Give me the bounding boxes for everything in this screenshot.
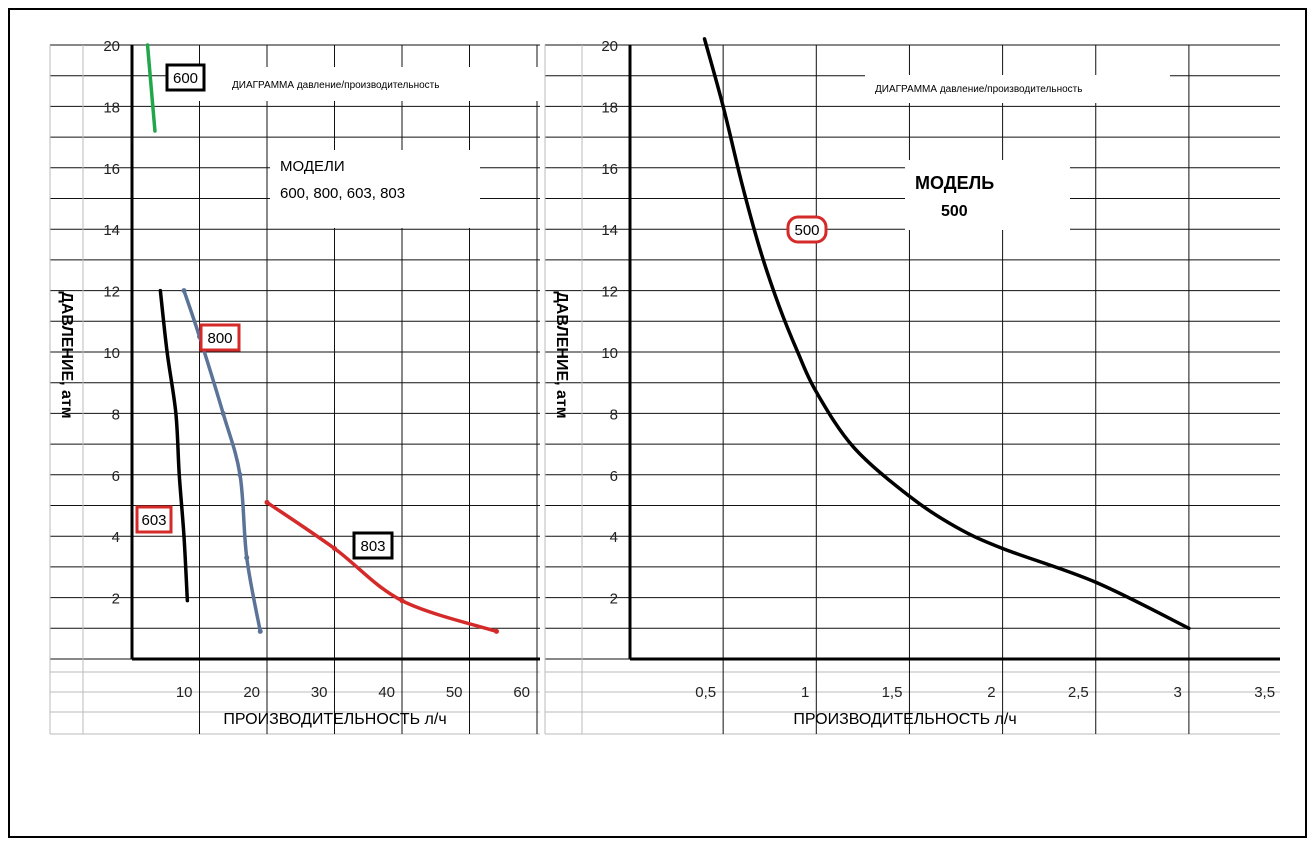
- series-line-803: [265, 500, 499, 634]
- chart-right-axes: [628, 45, 1280, 661]
- chart-left-series: [145, 43, 499, 634]
- chart-right-y-tick-label: 10: [601, 345, 618, 362]
- label-603-text: 603: [141, 512, 166, 529]
- chart-left-title: ДИАГРАММА давление/производительность: [232, 80, 439, 91]
- chart-right-xlabel: ПРОИЗВОДИТЕЛЬНОСТЬ л/ч: [793, 711, 1016, 728]
- series-point-803: [332, 545, 337, 551]
- chart-right-title: ДИАГРАММА давление/производительность: [875, 84, 1082, 95]
- chart-left-x-tick-label: 10: [176, 684, 193, 701]
- chart-right-y-tick-label: 4: [610, 529, 618, 546]
- chart-left-x-tick-label: 30: [311, 684, 328, 701]
- chart-left-title-bg: [195, 67, 540, 101]
- chart-right: 2 4 6 8 10 12 14 16 18 20 0,5 1 1,5 2 2,5 3 3,5 ДИАГРАММ…: [544, 37, 1280, 735]
- series-point-800: [237, 472, 243, 478]
- chart-left-y-tick-label: 8: [112, 406, 120, 423]
- label-603: 603: [135, 505, 173, 534]
- chart-right-y-tick-label: 6: [610, 468, 618, 485]
- label-800: 800: [199, 323, 241, 352]
- chart-right-title-bg: [865, 75, 1170, 103]
- series-point-800: [244, 555, 250, 561]
- chart-right-y-tick-label: 2: [610, 591, 618, 608]
- figure-border: [8, 8, 1307, 838]
- chart-right-grid: [544, 44, 1280, 735]
- chart-right-series: [702, 37, 1191, 631]
- chart-left-y-tick-label: 6: [112, 468, 120, 485]
- series-line-603: [158, 288, 190, 603]
- chart-right-subtitle-line1: МОДЕЛЬ: [915, 173, 994, 193]
- chart-left-x-tick-label: 50: [446, 684, 463, 701]
- chart-left-axes: [130, 45, 540, 661]
- chart-right-x-tick-label: 3: [1174, 684, 1182, 701]
- chart-left-ticks: 2 4 6 8 10 12 14 16 18 20 10 20 30 40 50 60: [103, 38, 530, 701]
- chart-right-x-tick-label: 2: [987, 684, 995, 701]
- series-point-803: [399, 598, 405, 604]
- chart-right-x-tick-label: 1: [801, 684, 809, 701]
- chart-left-subtitle-line2: 600, 800, 603, 803: [280, 185, 405, 202]
- label-600: 600: [165, 63, 206, 92]
- series-point-803: [264, 499, 270, 505]
- label-500-text: 500: [794, 222, 819, 239]
- chart-right-x-tick-label: 1,5: [882, 684, 903, 701]
- chart-right-y-tick-label: 18: [601, 99, 618, 116]
- series-point-800: [257, 628, 263, 634]
- chart-left-y-tick-label: 12: [103, 284, 120, 301]
- chart-left-y-tick-label: 2: [112, 591, 120, 608]
- chart-right-x-tick-label: 2,5: [1068, 684, 1089, 701]
- chart-left-y-tick-label: 18: [103, 99, 120, 116]
- chart-left-x-tick-label: 20: [243, 684, 260, 701]
- chart-left-xlabel: ПРОИЗВОДИТЕЛЬНОСТЬ л/ч: [223, 711, 446, 728]
- chart-right-y-tick-label: 20: [601, 38, 618, 55]
- chart-right-subtitle-line2: 500: [941, 203, 968, 220]
- label-803: 803: [352, 531, 394, 560]
- chart-left-subtitle-bg: [270, 150, 480, 228]
- chart-left-grid: [49, 44, 540, 735]
- series-line-600: [145, 43, 157, 133]
- chart-right-y-tick-label: 8: [610, 406, 618, 423]
- chart-right-y-tick-label: 12: [601, 284, 618, 301]
- chart-left-y-tick-label: 10: [103, 345, 120, 362]
- chart-right-x-tick-label: 0,5: [695, 684, 716, 701]
- label-500: 500: [786, 215, 828, 244]
- chart-right-y-tick-label: 14: [601, 222, 618, 239]
- label-803-text: 803: [360, 538, 385, 555]
- label-600-text: 600: [173, 70, 198, 87]
- chart-left-y-tick-label: 14: [103, 222, 120, 239]
- chart-right-ylabel: ДАВЛЕНИЕ, атм: [553, 291, 570, 418]
- series-point-803: [494, 628, 499, 634]
- series-point-800: [181, 288, 187, 294]
- chart-left-x-tick-label: 60: [513, 684, 530, 701]
- chart-right-ticks: 2 4 6 8 10 12 14 16 18 20 0,5 1 1,5 2 2,5 3 3,5: [601, 38, 1275, 701]
- series-point-800: [220, 410, 226, 416]
- chart-left-ylabel: ДАВЛЕНИЕ, атм: [58, 291, 75, 418]
- chart-right-x-tick-label: 3,5: [1254, 684, 1275, 701]
- chart-left: 2 4 6 8 10 12 14 16 18 20 10 20 30 40 50 60 ДИАГРАММА д…: [49, 38, 540, 735]
- chart-right-y-tick-label: 16: [601, 161, 618, 178]
- chart-right-subtitle-bg: [905, 160, 1070, 230]
- chart-left-y-tick-label: 4: [112, 529, 120, 546]
- chart-left-y-tick-label: 20: [103, 38, 120, 55]
- series-line-500: [702, 37, 1191, 631]
- chart-left-subtitle-line1: МОДЕЛИ: [280, 158, 345, 175]
- chart-left-y-tick-label: 16: [103, 161, 120, 178]
- chart-left-x-tick-label: 40: [378, 684, 395, 701]
- label-800-text: 800: [207, 330, 232, 347]
